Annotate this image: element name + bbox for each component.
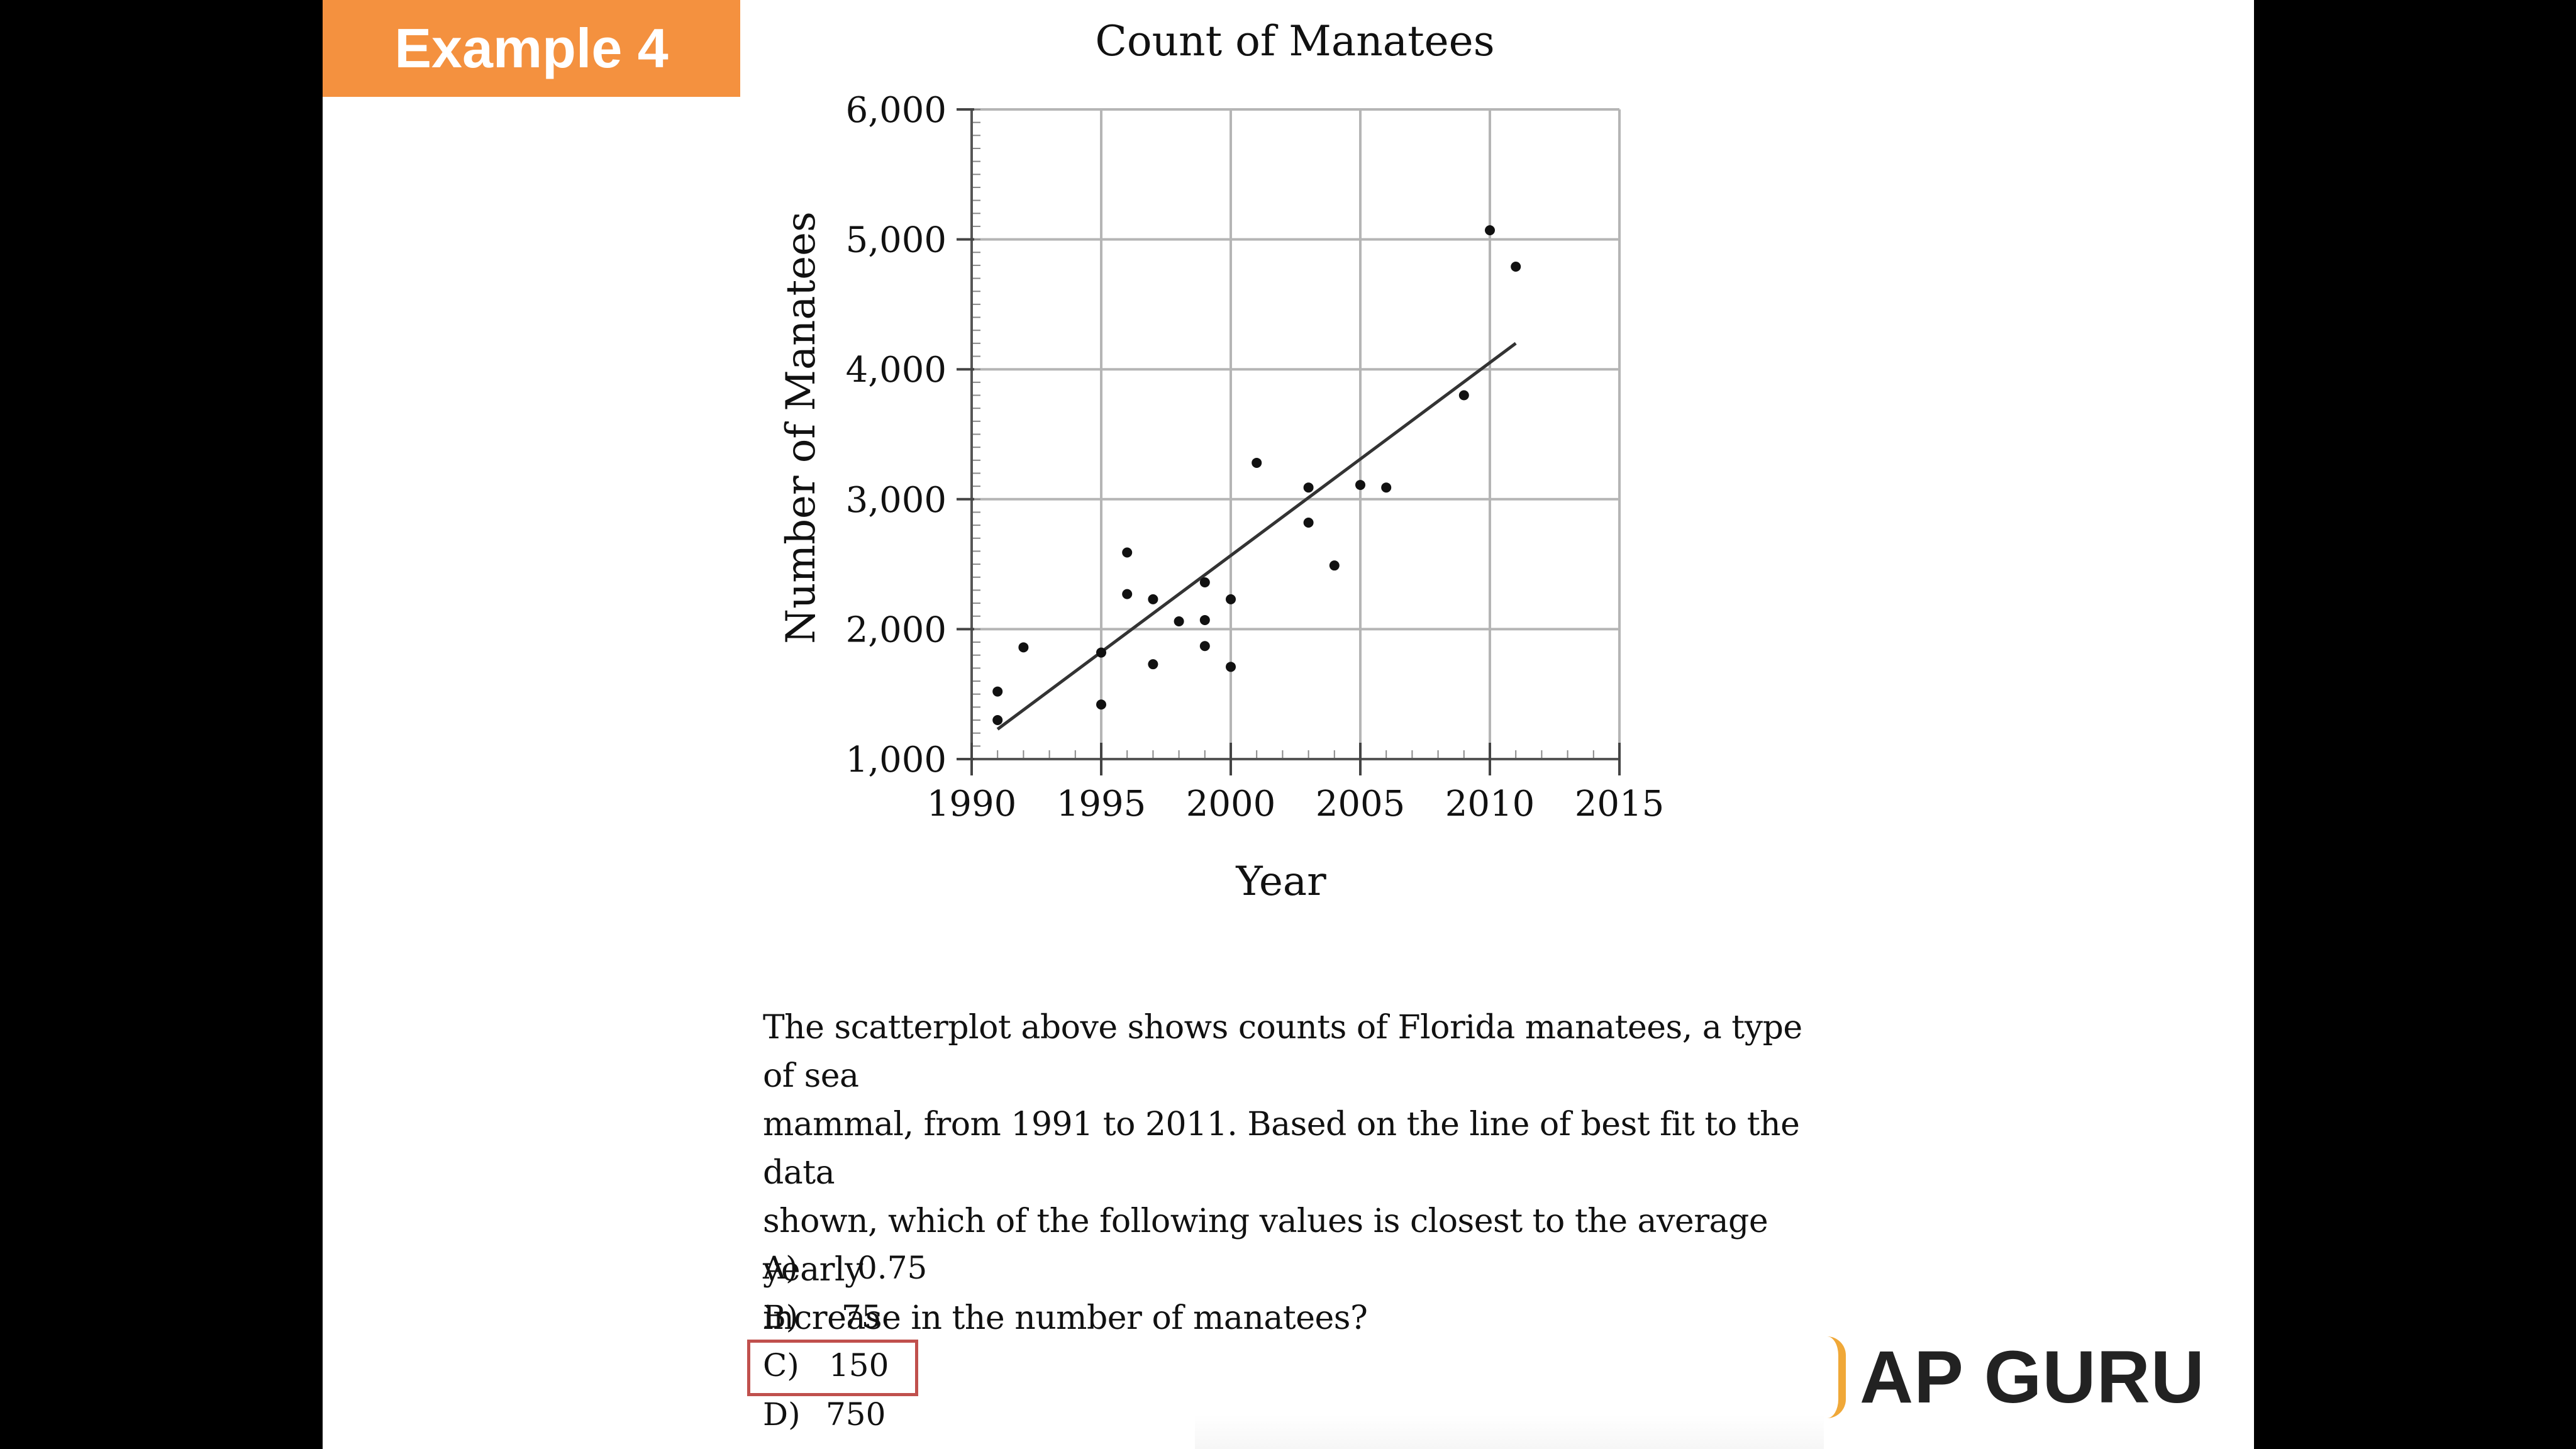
brand-text: AP GURU [1860, 1336, 2206, 1419]
choice-c[interactable]: C) 150 [763, 1347, 889, 1384]
points-layer [992, 225, 1521, 726]
x-tick-label: 2015 [1575, 784, 1665, 824]
grid [970, 108, 1621, 760]
question-line: shown, which of the following values is … [763, 1202, 1768, 1289]
data-point [992, 686, 1003, 697]
x-tick-label: 1990 [927, 784, 1017, 824]
data-point [1122, 547, 1133, 558]
data-point [1355, 480, 1365, 491]
data-point [992, 715, 1003, 726]
x-axis-label: Year [1235, 858, 1326, 905]
question-text: The scatterplot above shows counts of Fl… [763, 1004, 1832, 1343]
x-tick-label: 2010 [1445, 784, 1535, 824]
x-tick-label: 2000 [1186, 784, 1276, 824]
tick-labels: 1990 1995 2000 2005 2010 2015 1,000 2,000 3,000 4… [846, 90, 1665, 824]
data-point [1148, 594, 1158, 604]
choice-letter: C) [763, 1347, 799, 1384]
best-fit-layer [996, 341, 1517, 731]
data-point [1458, 390, 1469, 401]
x-tick-label: 2005 [1316, 784, 1406, 824]
question-line: increase in the number of manatees? [763, 1299, 1368, 1337]
data-point [1252, 457, 1262, 468]
chart-title: Count of Manatees [1095, 17, 1494, 65]
choice-letter: D) [763, 1396, 801, 1433]
brand-logo: AP GURU [1827, 1333, 2205, 1421]
selected-answer-box [747, 1340, 918, 1396]
data-point [1303, 517, 1314, 528]
data-point [1226, 594, 1236, 604]
best-fit-line [996, 341, 1517, 731]
brand-mark-icon [1827, 1336, 1846, 1418]
data-point [1381, 482, 1392, 493]
data-point [1199, 577, 1210, 588]
example-label: Example 4 [323, 0, 740, 97]
choice-value: 750 [826, 1396, 886, 1433]
y-tick-label: 3,000 [846, 480, 947, 521]
choice-a[interactable]: A) 0.75 [763, 1250, 927, 1286]
data-point [1199, 641, 1210, 652]
data-point [1485, 225, 1495, 236]
data-point [1329, 560, 1340, 571]
question-line: mammal, from 1991 to 2011. Based on the … [763, 1106, 1800, 1192]
y-tick-label: 2,000 [846, 609, 947, 650]
choice-value: 150 [829, 1347, 889, 1384]
data-point [1148, 659, 1158, 670]
data-point [1303, 482, 1314, 493]
y-tick-label: 6,000 [846, 90, 947, 131]
data-point [1122, 589, 1133, 599]
x-tick-label: 1995 [1057, 784, 1146, 824]
data-point [1199, 614, 1210, 625]
y-tick-label: 4,000 [846, 350, 947, 391]
choice-letter: B) [763, 1299, 799, 1335]
data-point [1174, 616, 1184, 627]
choice-d[interactable]: D) 750 [763, 1396, 886, 1433]
axes [957, 108, 1621, 775]
data-point [1096, 699, 1106, 710]
y-tick-label: 5,000 [846, 220, 947, 261]
footer-shade [1195, 1415, 1824, 1449]
data-point [1511, 261, 1521, 272]
data-point [1018, 642, 1029, 653]
minor-ticks [971, 109, 1620, 760]
data-point [1096, 647, 1106, 658]
y-axis-label: Number of Manatees [778, 211, 824, 644]
slide-background [323, 0, 2254, 1449]
data-point [1226, 662, 1236, 672]
choice-value: 0.75 [857, 1250, 928, 1286]
choice-b[interactable]: B) 75 [763, 1299, 882, 1335]
choice-letter: A) [763, 1250, 798, 1286]
y-tick-label: 1,000 [846, 740, 947, 780]
choice-value: 75 [841, 1299, 882, 1335]
question-line: The scatterplot above shows counts of Fl… [763, 1009, 1802, 1095]
